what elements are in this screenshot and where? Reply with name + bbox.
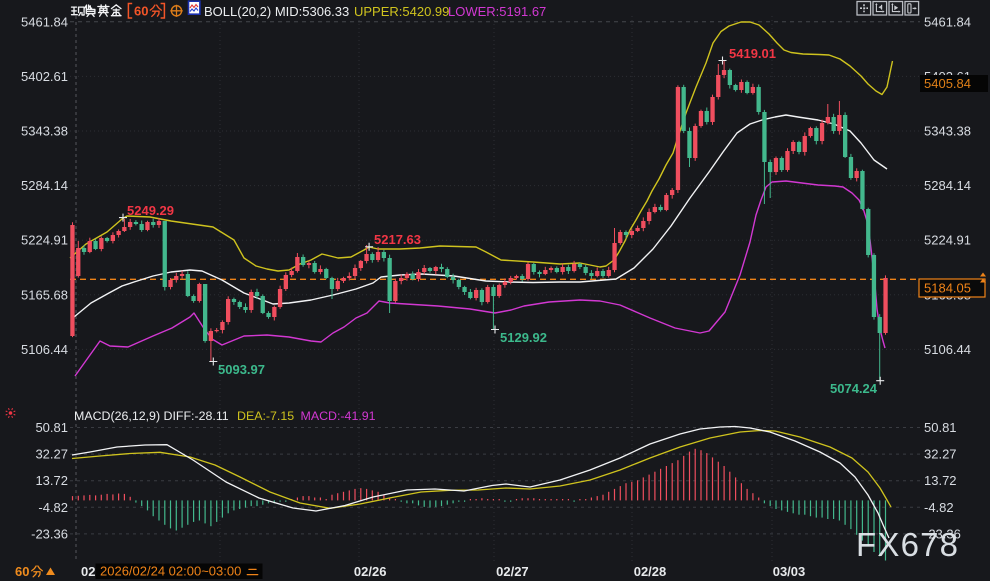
svg-text:-23.36: -23.36: [31, 526, 68, 541]
svg-text:5284.14: 5284.14: [21, 178, 68, 193]
svg-text:5184.05: 5184.05: [924, 281, 971, 296]
svg-text:5249.29: 5249.29: [127, 203, 174, 218]
svg-text:5419.01: 5419.01: [729, 46, 776, 61]
svg-text:5074.24: 5074.24: [830, 381, 878, 396]
svg-text:5093.97: 5093.97: [218, 362, 265, 377]
svg-text:FX678: FX678: [856, 526, 959, 563]
svg-text:-4.82: -4.82: [924, 500, 954, 515]
svg-text:5461.84: 5461.84: [21, 14, 68, 29]
svg-text:60: 60: [15, 564, 29, 579]
svg-text:5224.91: 5224.91: [21, 233, 68, 248]
svg-text:5224.91: 5224.91: [924, 233, 971, 248]
svg-text:32.27: 32.27: [35, 447, 68, 462]
svg-text:5343.38: 5343.38: [924, 124, 971, 139]
svg-text:13.72: 13.72: [924, 473, 957, 488]
svg-text:5402.61: 5402.61: [21, 69, 68, 84]
svg-text:60: 60: [134, 4, 148, 19]
svg-text:32.27: 32.27: [924, 447, 957, 462]
svg-text:5217.63: 5217.63: [374, 232, 421, 247]
svg-text:03/03: 03/03: [773, 564, 806, 579]
svg-text:5129.92: 5129.92: [500, 330, 547, 345]
svg-text:50.81: 50.81: [924, 420, 957, 435]
svg-text:MACD:-41.91: MACD:-41.91: [301, 409, 376, 423]
svg-text:50.81: 50.81: [35, 420, 68, 435]
svg-text:5284.14: 5284.14: [924, 178, 971, 193]
svg-text:5461.84: 5461.84: [924, 14, 971, 29]
svg-text:-4.82: -4.82: [38, 500, 68, 515]
svg-text:13.72: 13.72: [35, 473, 68, 488]
svg-text:02/28: 02/28: [634, 564, 667, 579]
svg-text:MACD(26,12,9) DIFF:-28.11: MACD(26,12,9) DIFF:-28.11: [74, 409, 229, 423]
svg-text:LOWER:5191.67: LOWER:5191.67: [448, 4, 546, 19]
svg-text:02/26: 02/26: [354, 564, 387, 579]
svg-text:2026/02/24 02:00~03:00: 2026/02/24 02:00~03:00: [100, 564, 241, 579]
svg-text:UPPER:5420.99: UPPER:5420.99: [354, 4, 449, 19]
svg-text:5106.44: 5106.44: [924, 342, 971, 357]
svg-text:BOLL(20,2) MID:5306.33: BOLL(20,2) MID:5306.33: [204, 4, 349, 19]
svg-text:-23.36: -23.36: [924, 526, 961, 541]
svg-text:5165.68: 5165.68: [21, 287, 68, 302]
svg-text:DEA:-7.15: DEA:-7.15: [237, 409, 294, 423]
svg-text:5106.44: 5106.44: [21, 342, 68, 357]
svg-text:02/27: 02/27: [496, 564, 529, 579]
svg-text:5343.38: 5343.38: [21, 124, 68, 139]
svg-text:5405.84: 5405.84: [924, 76, 971, 91]
